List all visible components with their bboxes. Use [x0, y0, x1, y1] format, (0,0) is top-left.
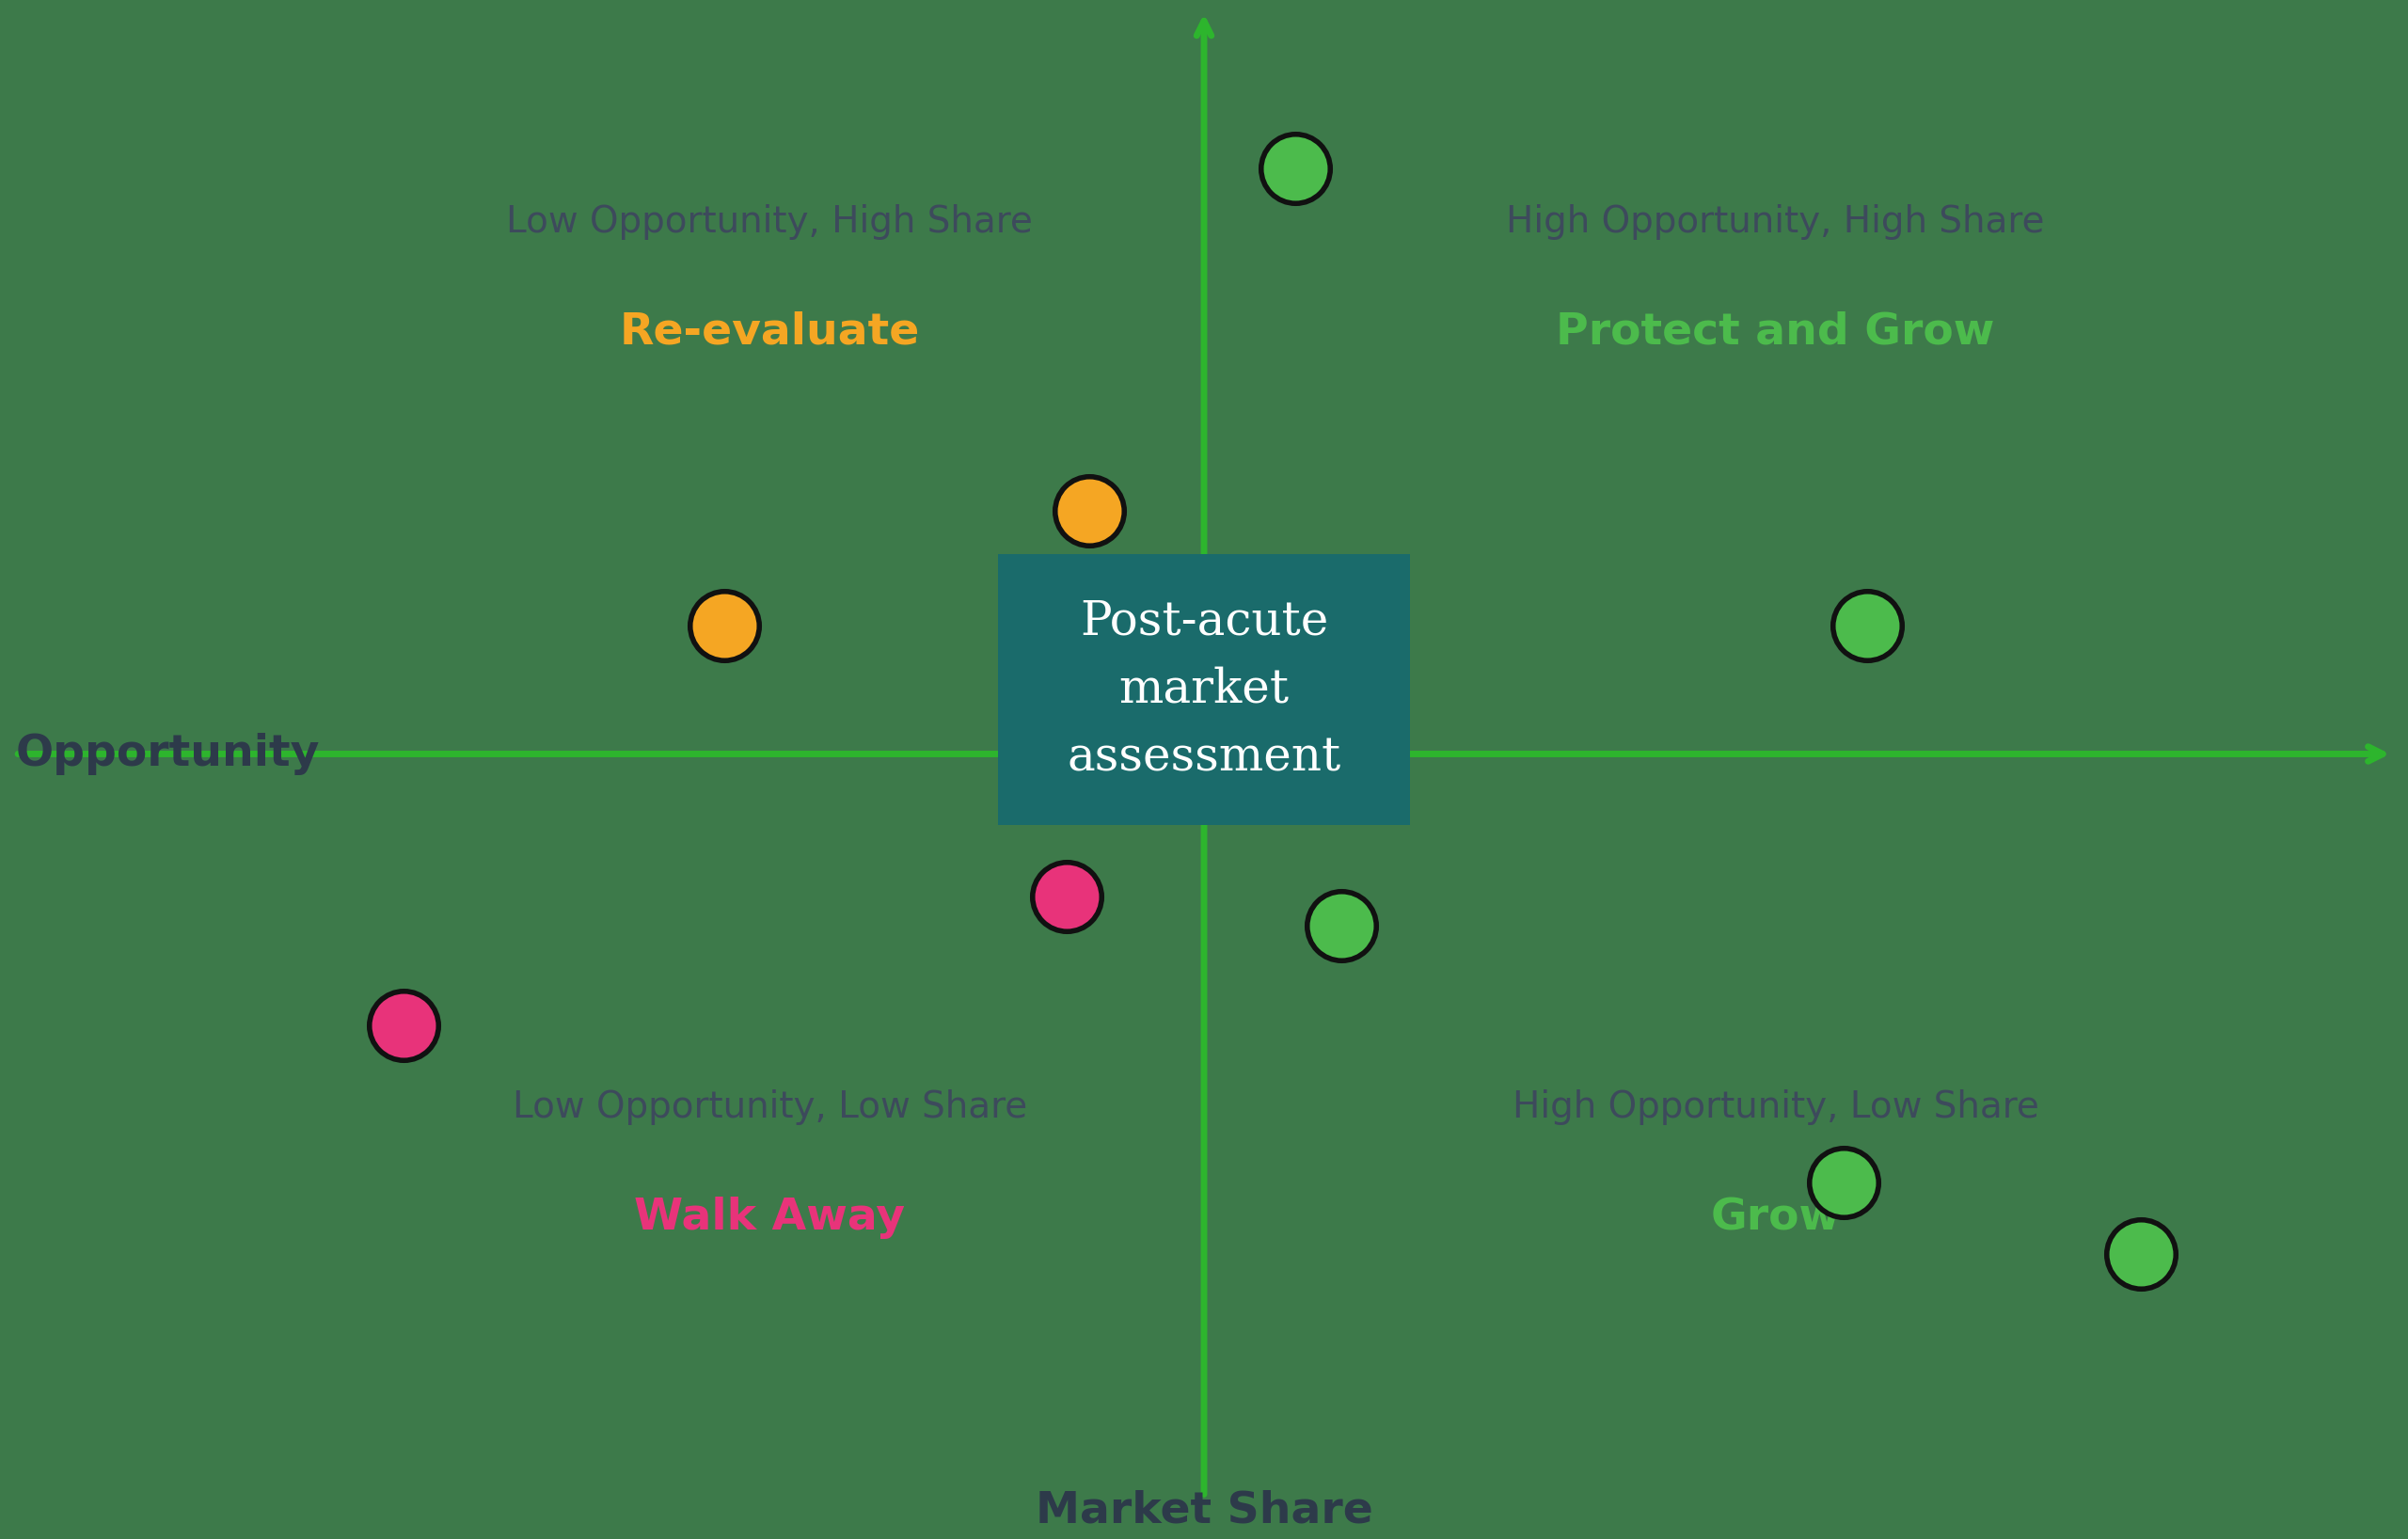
Point — [1072, 499, 1110, 523]
Point — [1276, 155, 1315, 180]
Text: Post-acute
market
assessment: Post-acute market assessment — [1067, 599, 1341, 782]
Text: Walk Away: Walk Away — [633, 1197, 905, 1239]
Point — [385, 1013, 424, 1037]
Text: Protect and Grow: Protect and Grow — [1556, 311, 1994, 354]
Text: Grow: Grow — [1710, 1197, 1840, 1239]
Point — [1322, 913, 1361, 937]
Text: Opportunity: Opportunity — [14, 733, 320, 776]
Text: Low Opportunity, High Share: Low Opportunity, High Share — [506, 203, 1033, 240]
Point — [2121, 1242, 2160, 1267]
Point — [1047, 885, 1086, 910]
Text: High Opportunity, High Share: High Opportunity, High Share — [1507, 203, 2044, 240]
Text: Low Opportunity, Low Share: Low Opportunity, Low Share — [513, 1090, 1028, 1125]
Text: High Opportunity, Low Share: High Opportunity, Low Share — [1512, 1090, 2040, 1125]
Text: Re-evaluate: Re-evaluate — [619, 311, 920, 354]
Point — [706, 613, 744, 637]
FancyBboxPatch shape — [999, 554, 1409, 825]
Text: Market Share: Market Share — [1035, 1490, 1373, 1533]
Point — [1825, 1170, 1864, 1194]
Point — [1847, 613, 1885, 637]
